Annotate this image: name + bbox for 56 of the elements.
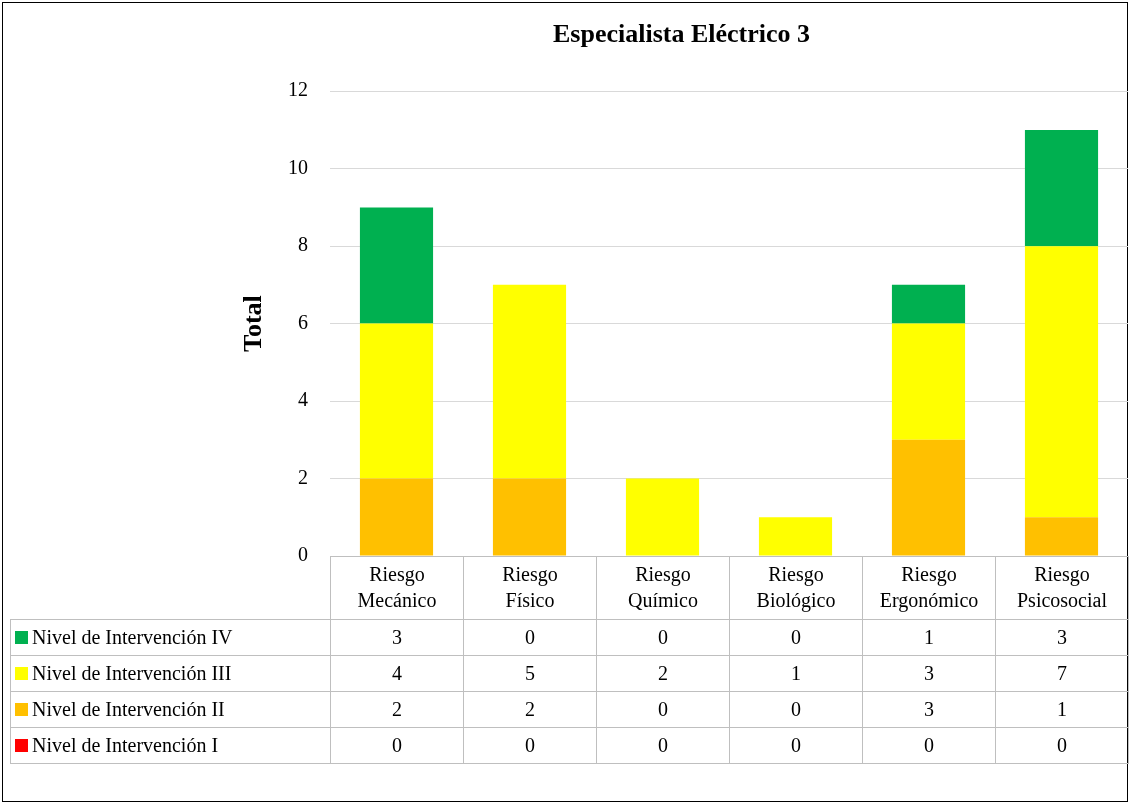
x-tick-label: Riesgo Biológico bbox=[756, 562, 836, 614]
data-label: 0 bbox=[463, 619, 597, 655]
data-label: 2 bbox=[596, 655, 730, 691]
data-label: 0 bbox=[729, 727, 863, 763]
x-tick-label: Riesgo Mecánico bbox=[357, 562, 437, 614]
bar bbox=[359, 207, 434, 324]
bar bbox=[758, 517, 833, 556]
data-label: 0 bbox=[596, 691, 730, 727]
data-label: 5 bbox=[463, 655, 597, 691]
y-tick-label: 2 bbox=[298, 465, 308, 488]
bar bbox=[359, 478, 434, 556]
y-tick-label: 6 bbox=[298, 310, 308, 333]
x-tick-label: Riesgo Psicosocial bbox=[1017, 562, 1107, 614]
y-axis-title: Total bbox=[238, 295, 268, 353]
data-label: 0 bbox=[596, 619, 730, 655]
bar bbox=[1024, 129, 1099, 247]
data-label: 2 bbox=[463, 691, 597, 727]
data-label: 0 bbox=[330, 727, 464, 763]
bar bbox=[891, 284, 966, 324]
data-label: 1 bbox=[729, 655, 863, 691]
data-label: 0 bbox=[463, 727, 597, 763]
data-label: 3 bbox=[330, 619, 464, 655]
data-label: 0 bbox=[862, 727, 996, 763]
x-tick-label: Riesgo Físico bbox=[502, 562, 558, 614]
y-tick-label: 10 bbox=[288, 155, 308, 178]
legend-label: Nivel de Intervención IV bbox=[32, 625, 233, 648]
bar bbox=[891, 323, 966, 440]
y-tick-label: 4 bbox=[298, 388, 308, 411]
data-label: 3 bbox=[862, 655, 996, 691]
bar bbox=[1024, 517, 1099, 556]
bar bbox=[625, 478, 700, 556]
bar bbox=[492, 284, 567, 479]
data-label: 1 bbox=[995, 691, 1129, 727]
legend-label: Nivel de Intervención II bbox=[32, 697, 225, 720]
legend-label: Nivel de Intervención I bbox=[32, 733, 219, 756]
bar bbox=[1024, 246, 1099, 518]
bar bbox=[359, 323, 434, 479]
data-label: 3 bbox=[995, 619, 1129, 655]
data-label: 0 bbox=[729, 691, 863, 727]
data-label: 4 bbox=[330, 655, 464, 691]
data-label: 2 bbox=[330, 691, 464, 727]
bar bbox=[492, 478, 567, 556]
legend-label: Nivel de Intervención III bbox=[32, 661, 232, 684]
data-label: 0 bbox=[596, 727, 730, 763]
chart-title: Especialista Eléctrico 3 bbox=[552, 19, 811, 49]
data-label: 1 bbox=[862, 619, 996, 655]
data-label: 7 bbox=[995, 655, 1129, 691]
y-tick-label: 0 bbox=[298, 543, 308, 566]
data-label: 3 bbox=[862, 691, 996, 727]
data-label: 0 bbox=[995, 727, 1129, 763]
x-tick-label: Riesgo Químico bbox=[628, 562, 698, 614]
x-tick-label: Riesgo Ergonómico bbox=[879, 562, 979, 614]
bar bbox=[891, 439, 966, 556]
y-tick-label: 12 bbox=[288, 78, 308, 101]
data-label: 0 bbox=[729, 619, 863, 655]
y-tick-label: 8 bbox=[298, 233, 308, 256]
